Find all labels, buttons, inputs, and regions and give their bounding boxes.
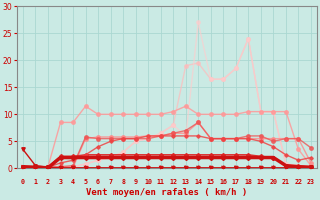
X-axis label: Vent moyen/en rafales ( km/h ): Vent moyen/en rafales ( km/h )	[86, 188, 248, 197]
